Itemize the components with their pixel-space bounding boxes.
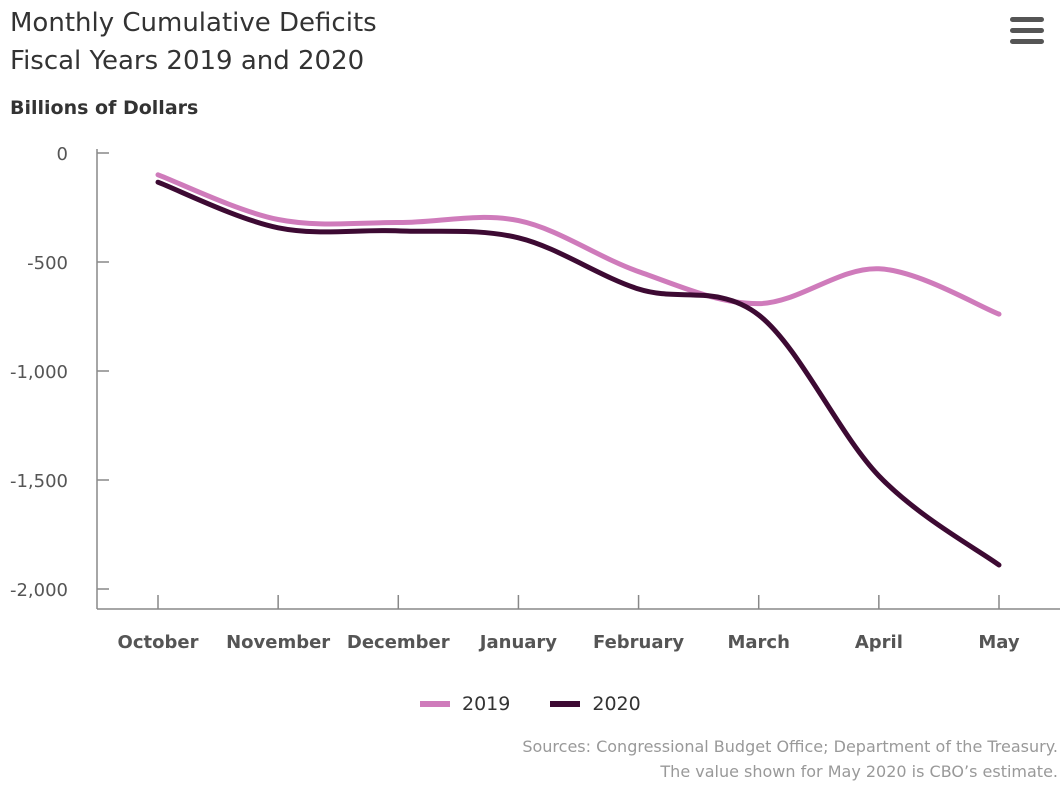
title-line-2: Fiscal Years 2019 and 2020	[10, 46, 365, 76]
x-tick-label: April	[855, 632, 903, 653]
y-tick-label: -2,000	[10, 580, 68, 601]
legend-item-2020[interactable]: 2020	[550, 693, 641, 715]
x-tick-label: May	[978, 632, 1020, 653]
legend-item-2019[interactable]: 2019	[420, 693, 510, 715]
x-tick-label: February	[593, 632, 684, 653]
hamburger-menu-icon[interactable]	[1010, 17, 1044, 45]
chart-title: Monthly Cumulative Deficits Fiscal Years…	[10, 4, 377, 80]
x-tick-label: November	[226, 632, 330, 653]
x-tick-label: October	[118, 632, 199, 653]
sources-note: Sources: Congressional Budget Office; De…	[522, 734, 1058, 784]
legend-label: 2020	[592, 693, 641, 715]
legend-swatch	[420, 701, 450, 707]
sources-line-2: The value shown for May 2020 is CBO’s es…	[660, 762, 1058, 781]
y-axis-label: Billions of Dollars	[10, 97, 199, 119]
series-line-2020	[155, 179, 1002, 568]
sources-line-1: Sources: Congressional Budget Office; De…	[522, 737, 1058, 756]
legend: 2019 2020	[420, 693, 641, 715]
x-tick-label: March	[728, 632, 790, 653]
x-tick-label: December	[347, 632, 450, 653]
title-line-1: Monthly Cumulative Deficits	[10, 8, 377, 38]
y-tick-label: 0	[57, 144, 68, 165]
y-tick-label: -1,000	[10, 362, 68, 383]
x-tick-label: January	[478, 632, 557, 653]
y-tick-label: -500	[27, 253, 68, 274]
legend-swatch	[550, 701, 581, 707]
series-line-2019	[155, 172, 1002, 317]
legend-label: 2019	[462, 693, 511, 715]
y-tick-label: -1,500	[10, 471, 68, 492]
